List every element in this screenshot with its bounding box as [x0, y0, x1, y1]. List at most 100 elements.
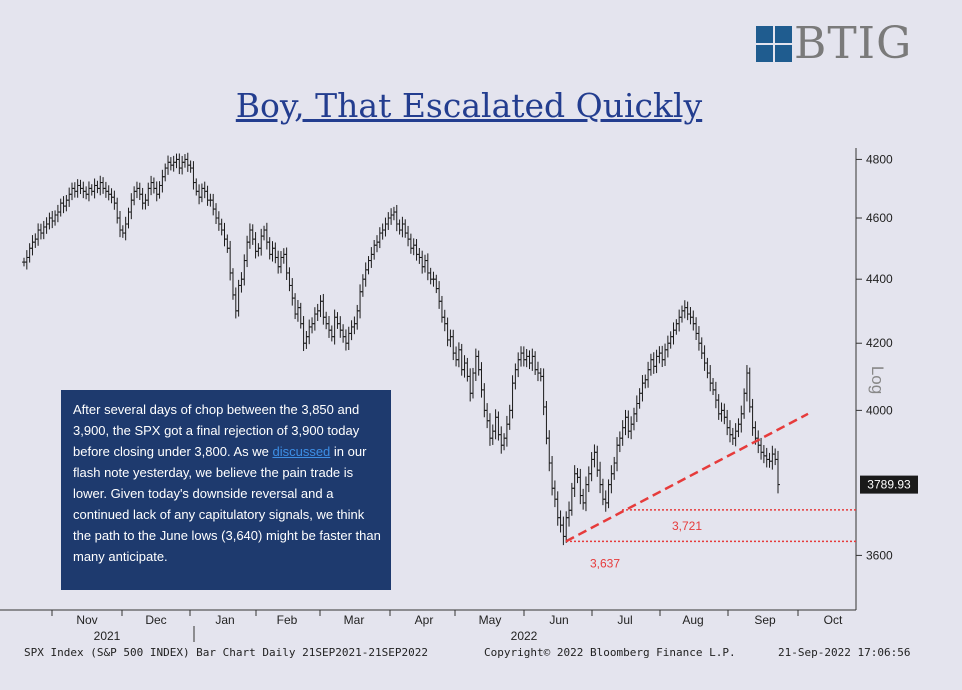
btig-logo-text: BTIG: [794, 18, 913, 69]
price-bar: [456, 342, 461, 368]
discussed-link[interactable]: discussed: [272, 444, 331, 459]
price-bar: [211, 193, 216, 216]
price-bar: [157, 181, 162, 199]
price-bar: [725, 409, 730, 436]
price-bar: [383, 217, 388, 237]
price-bar: [44, 217, 49, 234]
price-bar: [411, 238, 416, 256]
price-bar: [58, 198, 63, 217]
price-bar: [595, 445, 600, 477]
price-bar: [468, 368, 473, 402]
price-bar: [609, 465, 614, 494]
price-bar: [420, 250, 425, 274]
y-tick-label: 4800: [866, 152, 893, 166]
price-bar: [535, 361, 540, 382]
price-bar: [284, 247, 289, 280]
price-bar: [98, 175, 103, 196]
y-tick-label: 4000: [866, 403, 893, 417]
price-bar: [84, 186, 89, 200]
y-tick-label: 3600: [866, 548, 893, 562]
price-bar: [654, 349, 659, 374]
price-bar: [389, 208, 394, 225]
year-label: 2021: [94, 629, 121, 643]
price-bar: [27, 243, 32, 263]
price-bar: [603, 490, 608, 512]
price-bar: [287, 267, 292, 292]
price-bar: [180, 155, 185, 175]
price-bar: [403, 219, 408, 238]
price-bar: [166, 155, 171, 175]
price-bar: [315, 303, 320, 322]
price-bar: [123, 216, 128, 241]
price-bar: [629, 416, 634, 440]
price-bar: [770, 445, 775, 470]
price-bar: [759, 437, 764, 460]
last-price-label: 3789.93: [867, 478, 911, 492]
x-tick-label: Jun: [549, 613, 568, 627]
price-bar: [106, 185, 111, 201]
price-bar: [109, 188, 114, 204]
price-bar: [324, 311, 329, 330]
price-bar: [214, 203, 219, 224]
price-bar: [423, 254, 428, 273]
price-bar: [612, 456, 617, 480]
price-bar: [38, 223, 43, 240]
price-bar: [651, 352, 656, 374]
price-bar: [555, 491, 560, 526]
price-bar: [541, 368, 546, 416]
price-bar: [493, 409, 498, 440]
price-bar: [465, 357, 470, 382]
price-bar: [89, 184, 94, 196]
price-bar: [575, 468, 580, 484]
price-bar: [682, 300, 687, 319]
price-bar: [47, 212, 52, 230]
btig-logo-mark: [756, 26, 792, 62]
price-bar: [708, 365, 713, 392]
price-bar: [502, 433, 507, 451]
price-bar: [64, 194, 69, 212]
price-bar: [736, 418, 741, 438]
price-bar: [485, 403, 490, 429]
price-bar: [530, 348, 535, 371]
price-bar: [510, 375, 515, 419]
price-bar: [648, 353, 653, 376]
price-bar: [41, 220, 46, 240]
price-bar: [262, 225, 267, 241]
price-bar: [290, 278, 295, 306]
price-bar: [674, 319, 679, 335]
price-bar: [727, 420, 732, 443]
price-bar: [349, 320, 354, 341]
price-bar: [397, 219, 402, 235]
chart-title: Boy, That Escalated Quickly: [235, 86, 703, 125]
price-bar: [321, 293, 326, 325]
price-bar: [293, 293, 298, 320]
price-bar: [101, 177, 106, 194]
price-bar: [118, 210, 123, 238]
price-bar: [61, 196, 66, 214]
price-bar: [163, 163, 168, 182]
price-bar: [259, 228, 264, 256]
price-bar: [459, 343, 464, 376]
price-bar: [177, 153, 182, 175]
price-bar: [552, 480, 557, 508]
price-bar: [713, 381, 718, 409]
x-tick-label: Aug: [682, 613, 703, 627]
price-bar: [448, 329, 453, 348]
price-bar: [773, 448, 778, 466]
x-tick-label: Jan: [215, 613, 234, 627]
price-bar: [623, 409, 628, 436]
price-bar: [134, 181, 139, 199]
price-bar: [391, 206, 396, 221]
price-bar: [360, 274, 365, 297]
price-bar: [245, 235, 250, 268]
footer-timestamp: 21-Sep-2022 17:06:56: [778, 646, 911, 659]
price-bar: [733, 423, 738, 447]
price-bar: [516, 352, 521, 378]
price-bar: [276, 250, 281, 274]
x-tick-label: Oct: [824, 613, 843, 627]
price-bar: [406, 225, 411, 247]
price-bar: [507, 404, 512, 430]
price-bar: [197, 184, 202, 205]
x-tick-label: Jul: [617, 613, 632, 627]
price-bar: [626, 410, 631, 439]
